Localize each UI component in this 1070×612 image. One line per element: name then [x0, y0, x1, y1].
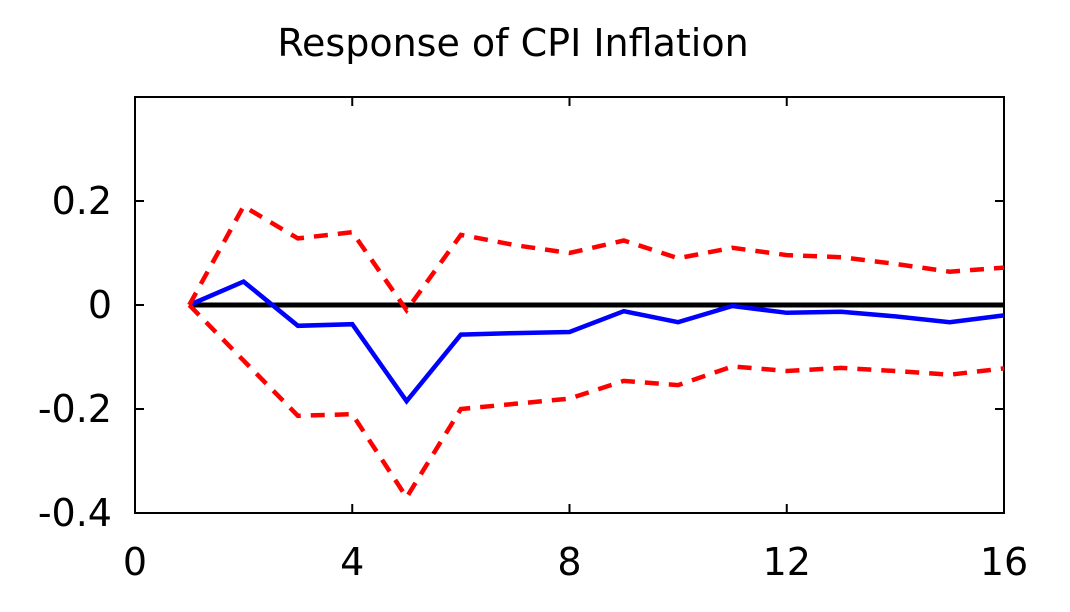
y-tick-label: -0.2 — [38, 387, 112, 431]
x-tick-label: 4 — [340, 540, 364, 584]
x-tick-label: 16 — [980, 540, 1028, 584]
series-line-lower-band — [187, 303, 1005, 502]
plot-area: 0 4 8 12 16 0.2 0 -0.2 -0.4 — [38, 96, 1028, 584]
y-tick-label: 0 — [88, 283, 112, 327]
x-tick-label: 12 — [763, 540, 811, 584]
x-tick-label: 0 — [123, 540, 147, 584]
y-tick-label: 0.2 — [52, 179, 112, 223]
y-tick-label: -0.4 — [38, 491, 112, 535]
series-line-upper-band — [187, 203, 1005, 315]
x-tick-label: 8 — [557, 540, 581, 584]
series-line-response — [188, 278, 1005, 405]
chart-title: Response of CPI Inflation — [277, 21, 748, 65]
